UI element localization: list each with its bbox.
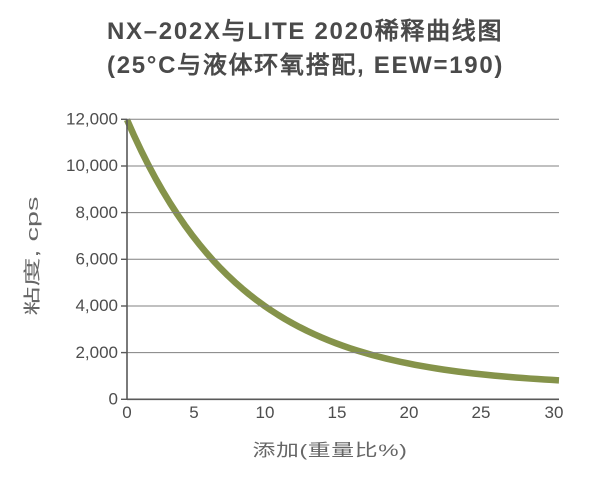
svg-text:30: 30 [545, 403, 564, 422]
svg-text:8,000: 8,000 [75, 203, 118, 222]
svg-text:2,000: 2,000 [75, 343, 118, 362]
svg-text:粘度, cps: 粘度, cps [23, 197, 42, 316]
svg-text:4,000: 4,000 [75, 296, 118, 315]
svg-text:20: 20 [400, 403, 419, 422]
svg-text:6,000: 6,000 [75, 250, 118, 269]
svg-text:添加(重量比%): 添加(重量比%) [253, 441, 408, 460]
svg-text:25: 25 [472, 403, 491, 422]
svg-text:10: 10 [256, 403, 275, 422]
svg-text:0: 0 [109, 390, 118, 409]
svg-text:12,000: 12,000 [66, 110, 118, 129]
svg-text:5: 5 [189, 403, 198, 422]
svg-text:10,000: 10,000 [66, 156, 118, 175]
svg-text:15: 15 [328, 403, 347, 422]
svg-text:0: 0 [122, 403, 131, 422]
